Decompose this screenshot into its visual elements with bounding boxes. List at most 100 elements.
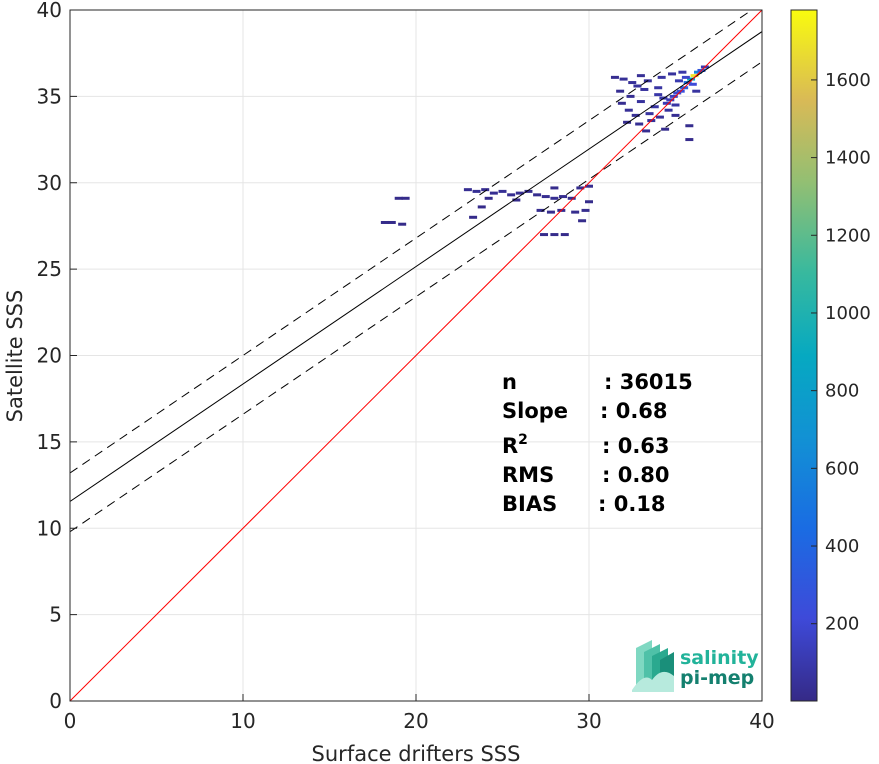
density-cell: [669, 94, 678, 98]
density-cell: [685, 124, 694, 128]
density-cell: [541, 195, 550, 199]
density-cell: [661, 127, 670, 131]
density-cell: [559, 195, 568, 199]
density-cell: [387, 220, 396, 224]
density-cell: [674, 79, 683, 83]
density-cell: [524, 189, 533, 193]
fit-line: [70, 31, 762, 502]
y-tick-label: 15: [37, 430, 62, 454]
x-axis-label: Surface drifters SSS: [312, 742, 521, 764]
stat-value: : 36015: [604, 370, 693, 394]
x-tick-label: 0: [64, 709, 77, 733]
fit-upper-dashed-line: [70, 10, 753, 474]
reference-lines: [70, 10, 762, 701]
density-cell: [560, 233, 569, 237]
density-cell: [585, 200, 593, 204]
stat-label: Slope: [502, 399, 568, 423]
density-cell: [662, 101, 671, 105]
density-cell: [484, 196, 493, 200]
density-cell: [642, 129, 651, 133]
density-cell: [550, 186, 559, 190]
y-tick-label: 35: [37, 84, 62, 108]
density-cell: [477, 205, 486, 209]
density-cell: [533, 193, 542, 197]
density-cell: [610, 75, 619, 79]
density-cell: [640, 87, 649, 91]
density-cell: [581, 208, 590, 212]
density-cell: [463, 188, 472, 192]
fit-lower-dashed-line: [70, 61, 762, 533]
identity-line: [70, 10, 762, 701]
density-cell: [681, 75, 690, 79]
density-cell: [692, 89, 701, 93]
density-cell: [567, 196, 576, 200]
density-cell: [628, 81, 637, 85]
density-cell: [619, 77, 628, 81]
x-tick-label: 40: [749, 709, 774, 733]
density-cell: [626, 94, 635, 98]
density-cell: [624, 108, 633, 112]
density-cell: [636, 74, 645, 78]
y-tick-label: 20: [37, 344, 62, 368]
colorbar-tick-label: 1000: [825, 303, 871, 324]
stat-label: BIAS: [502, 492, 557, 516]
colorbar-tick-label: 600: [825, 458, 859, 479]
stat-value: : 0.18: [598, 492, 666, 516]
density-cell: [576, 186, 585, 190]
density-cell: [687, 77, 696, 81]
colorbar-tick-label: 1400: [825, 148, 871, 169]
density-cell: [688, 82, 697, 86]
density-cell: [673, 91, 682, 95]
density-cell: [481, 188, 490, 192]
density-cell: [655, 115, 664, 119]
density-cell: [512, 198, 521, 202]
density-cell: [498, 189, 507, 193]
density-cell: [550, 233, 559, 237]
density-cell: [515, 191, 524, 195]
density-cell: [398, 222, 407, 226]
x-tick-label: 30: [576, 709, 601, 733]
density-cell: [616, 89, 625, 93]
density-cell: [664, 108, 673, 112]
density-cell: [469, 215, 478, 219]
density-cell: [472, 189, 481, 193]
colorbar-tick-label: 200: [825, 614, 859, 635]
density-cell: [536, 208, 545, 212]
logo-text-line2: pi-mep: [680, 667, 754, 689]
density-cell: [394, 196, 403, 200]
colorbar-ticks: 200 400 600 800 1000 1200 1400 1600: [811, 70, 871, 635]
density-cell: [654, 93, 663, 97]
density-cell: [690, 74, 699, 78]
density-cell: [617, 101, 626, 105]
density-cell: [650, 105, 659, 109]
density-cell: [636, 100, 645, 104]
density-cell: [578, 219, 587, 223]
colorbar-tick-label: 800: [825, 381, 859, 402]
density-cell: [380, 220, 389, 224]
x-tick-label: 20: [403, 709, 428, 733]
y-axis-label: Satellite SSS: [3, 290, 27, 423]
density-cell: [571, 210, 580, 214]
density-cell: [401, 196, 410, 200]
stat-value: : 0.63: [602, 434, 670, 458]
y-tick-label: 0: [49, 689, 62, 713]
density-cell: [540, 233, 549, 237]
density-cell: [633, 84, 642, 88]
density-cell: [631, 113, 640, 117]
density-cell: [668, 72, 677, 76]
y-tick-label: 40: [37, 0, 62, 22]
stat-label: n: [502, 370, 517, 394]
density-cell: [671, 113, 680, 117]
density-cell: [550, 196, 559, 200]
density-cell: [671, 103, 680, 107]
stat-value: : 0.68: [600, 399, 668, 423]
colorbar: [790, 9, 818, 702]
colorbar-tick-label: 400: [825, 536, 859, 557]
y-tick-label: 10: [37, 516, 62, 540]
density-cell: [678, 70, 687, 74]
colorbar-tick-label: 1600: [825, 70, 871, 91]
density-cell: [645, 112, 654, 116]
y-tick-label: 5: [49, 603, 62, 627]
density-cell: [623, 120, 632, 124]
